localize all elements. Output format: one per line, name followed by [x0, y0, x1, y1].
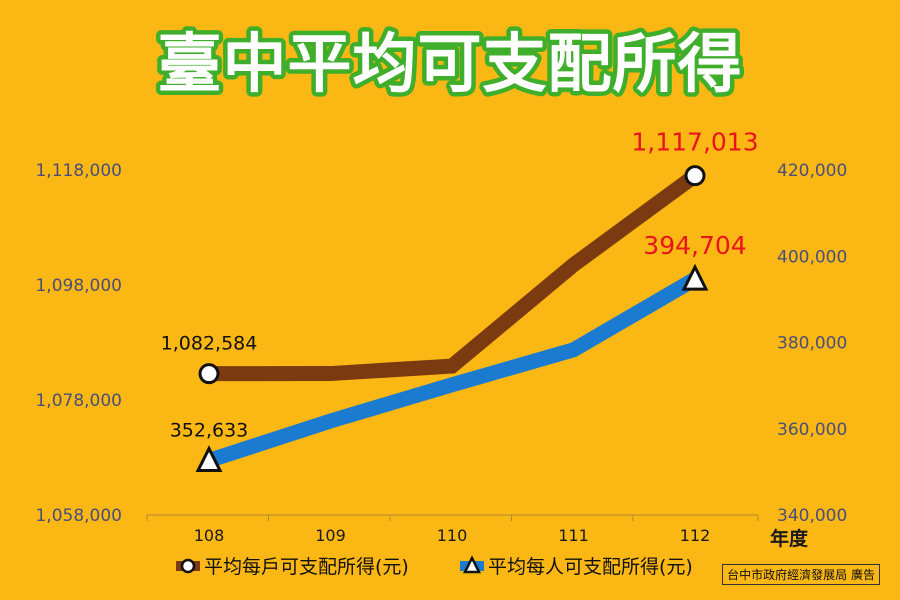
y-left-tick-label: 1,078,000	[35, 391, 122, 411]
per-person-point-marker	[681, 263, 709, 291]
household-point-marker	[198, 363, 220, 385]
y-right-tick-label: 380,000	[777, 334, 847, 354]
y-left-tick-label: 1,058,000	[35, 506, 122, 526]
y-right-tick-label: 340,000	[777, 506, 847, 526]
per-person-point-marker	[195, 445, 223, 473]
y-right-tick-label: 420,000	[777, 161, 847, 181]
axes-group: 108 109 110 111 112 年度 1,058,000 1,078,000 1,098…	[35, 161, 847, 550]
legend-triangle-marker	[462, 555, 482, 574]
y-right-tick-label: 360,000	[777, 420, 847, 440]
x-tick-label: 110	[437, 526, 468, 545]
data-labels-group: 1,082,584 1,117,013 352,633 394,704	[161, 128, 759, 442]
household-point-marker	[684, 165, 706, 187]
data-label: 1,082,584	[161, 333, 258, 355]
per-person-income-line	[206, 272, 699, 468]
series-lines-group	[206, 169, 700, 468]
legend: 平均每戶可支配所得(元) 平均每人可支配所得(元)	[176, 555, 693, 578]
y-left-tick-label: 1,098,000	[35, 276, 122, 296]
data-label: 352,633	[170, 420, 249, 442]
legend-label: 平均每戶可支配所得(元)	[204, 556, 409, 578]
data-label: 1,117,013	[631, 128, 758, 157]
x-tick-label: 108	[194, 526, 225, 545]
x-axis-label: 年度	[770, 527, 809, 550]
chart-title: 臺中平均可支配所得	[158, 28, 743, 102]
series-markers-group	[195, 165, 709, 473]
legend-label: 平均每人可支配所得(元)	[488, 556, 693, 578]
y-right-tick-label: 400,000	[777, 247, 847, 267]
y-left-tick-label: 1,118,000	[35, 161, 122, 181]
x-tick-label: 112	[680, 526, 711, 545]
legend-circle-marker	[180, 558, 196, 574]
household-income-line	[208, 169, 700, 382]
ad-footnote: 台中市政府經濟發展局 廣告	[722, 564, 880, 585]
data-label: 394,704	[643, 231, 746, 260]
x-tick-label: 109	[315, 526, 346, 545]
x-tick-label: 111	[558, 526, 589, 545]
